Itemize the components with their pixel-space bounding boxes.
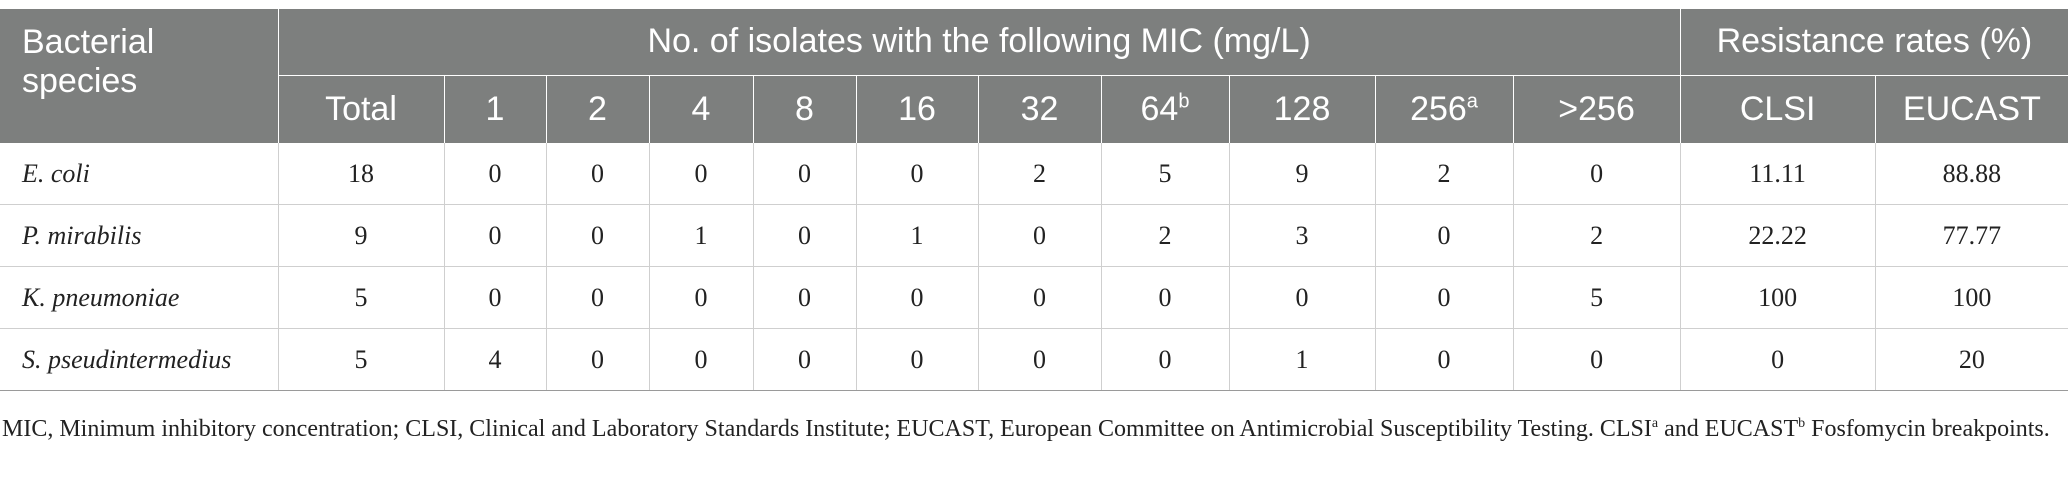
column-header-mic-1: 1	[444, 75, 547, 143]
footnote-marker-a: a	[1466, 90, 1478, 113]
count-cell: 18	[278, 143, 445, 205]
count-cell: 0	[753, 328, 857, 391]
count-cell: 2	[1101, 204, 1230, 267]
count-cell: 0	[978, 266, 1102, 329]
column-header-mic-8: 8	[753, 75, 857, 143]
table-row: K. pneumoniae 5 0 0 0 0 0 0 0 0 0 5 100 …	[0, 266, 2068, 329]
count-cell: 0	[546, 204, 650, 267]
count-cell: 5	[278, 328, 445, 391]
count-cell: 0	[649, 266, 754, 329]
eucast-rate-cell: 77.77	[1875, 204, 2068, 267]
count-cell: 0	[1513, 328, 1681, 391]
table-row: P. mirabilis 9 0 0 1 0 1 0 2 3 0 2 22.22…	[0, 204, 2068, 267]
column-header-eucast: EUCAST	[1875, 75, 2068, 143]
count-cell: 0	[1101, 266, 1230, 329]
species-cell: K. pneumoniae	[0, 266, 279, 329]
count-cell: 0	[753, 204, 857, 267]
footnote-sup-b: b	[1798, 416, 1806, 431]
count-cell: 0	[978, 204, 1102, 267]
clsi-rate-cell: 100	[1680, 266, 1876, 329]
species-cell: S. pseudintermedius	[0, 328, 279, 391]
table-row: E. coli 18 0 0 0 0 0 2 5 9 2 0 11.11 88.…	[0, 143, 2068, 205]
mic-table: Bacterial species No. of isolates with t…	[0, 9, 2068, 391]
count-cell: 4	[444, 328, 547, 391]
count-cell: 9	[278, 204, 445, 267]
column-header-mic-64: 64b	[1101, 75, 1230, 143]
count-cell: 1	[1229, 328, 1376, 391]
count-cell: 2	[1513, 204, 1681, 267]
count-cell: 5	[1513, 266, 1681, 329]
eucast-rate-cell: 100	[1875, 266, 2068, 329]
table-body: E. coli 18 0 0 0 0 0 2 5 9 2 0 11.11 88.…	[0, 143, 2068, 391]
column-header-mic-4: 4	[649, 75, 754, 143]
column-header-mic-128: 128	[1229, 75, 1376, 143]
column-header-mic-32: 32	[978, 75, 1102, 143]
eucast-rate-cell: 20	[1875, 328, 2068, 391]
species-column-header: Bacterial species	[0, 9, 279, 143]
count-cell: 0	[753, 143, 857, 205]
count-cell: 2	[978, 143, 1102, 205]
footnote-sup-a: a	[1651, 416, 1659, 431]
count-cell: 0	[856, 266, 979, 329]
count-cell: 0	[546, 266, 650, 329]
header-row-columns: Total 1 2 4 8 16 32 64b 128 256a >256 CL…	[0, 75, 2068, 143]
column-header-mic-over-256: >256	[1513, 75, 1681, 143]
resistance-group-header: Resistance rates (%)	[1680, 9, 2068, 76]
mic-group-header: No. of isolates with the following MIC (…	[278, 9, 1681, 76]
count-cell: 0	[856, 143, 979, 205]
count-cell: 0	[1375, 266, 1514, 329]
count-cell: 0	[1229, 266, 1376, 329]
count-cell: 0	[444, 143, 547, 205]
column-header-mic-2: 2	[546, 75, 650, 143]
count-cell: 0	[978, 328, 1102, 391]
table-footnote: MIC, Minimum inhibitory concentration; C…	[2, 412, 2062, 447]
count-cell: 9	[1229, 143, 1376, 205]
count-cell: 2	[1375, 143, 1514, 205]
count-cell: 1	[856, 204, 979, 267]
count-cell: 0	[856, 328, 979, 391]
count-cell: 3	[1229, 204, 1376, 267]
mic-table-container: Bacterial species No. of isolates with t…	[0, 9, 2068, 391]
count-cell: 0	[1101, 328, 1230, 391]
count-cell: 0	[444, 266, 547, 329]
footnote-text-3: Fosfomycin breakpoints.	[1805, 416, 2050, 442]
clsi-rate-cell: 0	[1680, 328, 1876, 391]
table-row: S. pseudintermedius 5 4 0 0 0 0 0 0 1 0 …	[0, 328, 2068, 391]
count-cell: 5	[1101, 143, 1230, 205]
count-cell: 0	[444, 204, 547, 267]
count-cell: 0	[649, 143, 754, 205]
column-header-clsi: CLSI	[1680, 75, 1876, 143]
species-cell: P. mirabilis	[0, 204, 279, 267]
column-header-mic-16: 16	[856, 75, 979, 143]
count-cell: 0	[546, 328, 650, 391]
footnote-text-2: and EUCAST	[1658, 416, 1799, 442]
eucast-rate-cell: 88.88	[1875, 143, 2068, 205]
table-header: Bacterial species No. of isolates with t…	[0, 9, 2068, 143]
clsi-rate-cell: 22.22	[1680, 204, 1876, 267]
count-cell: 0	[649, 328, 754, 391]
count-cell: 0	[546, 143, 650, 205]
header-row-groups: Bacterial species No. of isolates with t…	[0, 9, 2068, 143]
footnote-marker-b: b	[1178, 90, 1190, 113]
count-cell: 0	[753, 266, 857, 329]
species-cell: E. coli	[0, 143, 279, 205]
count-cell: 0	[1375, 328, 1514, 391]
count-cell: 0	[1375, 204, 1514, 267]
clsi-rate-cell: 11.11	[1680, 143, 1876, 205]
count-cell: 1	[649, 204, 754, 267]
column-header-total: Total	[278, 75, 445, 143]
footnote-text-1: MIC, Minimum inhibitory concentration; C…	[2, 416, 1652, 442]
count-cell: 0	[1513, 143, 1681, 205]
count-cell: 5	[278, 266, 445, 329]
column-header-mic-256: 256a	[1375, 75, 1514, 143]
